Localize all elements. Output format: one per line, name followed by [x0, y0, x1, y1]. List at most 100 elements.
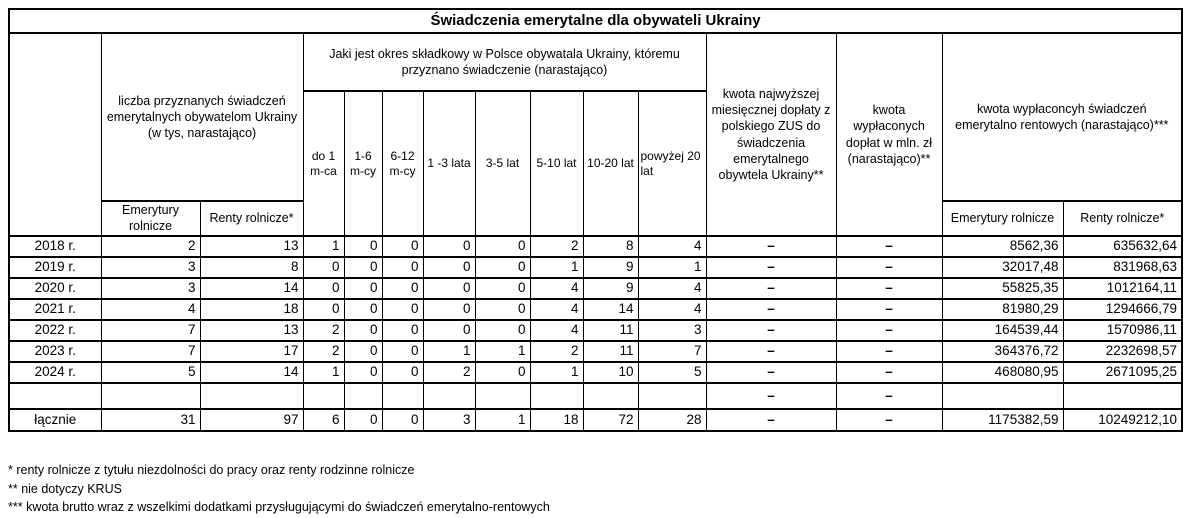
row-label	[8, 382, 102, 411]
value-cell: 0	[422, 256, 476, 280]
value-cell: 0	[343, 340, 383, 364]
value-cell	[199, 382, 304, 411]
value-cell	[582, 382, 639, 411]
header-period-1-6-mcy: 1-6 m-cy	[343, 89, 383, 238]
value-cell: 0	[422, 277, 476, 301]
table-row: 2021 r. 4 18 0 0 0 0 0 4 14 4– –81980,29 1294666,79	[8, 298, 1183, 322]
dash-cell: –	[705, 319, 837, 343]
table-body: 2018 r. 2 13 1 0 0 0 0 2 8 4– –8562,36 635632,64 2019…	[8, 235, 1183, 433]
subheader-renty-rolnicze-left: Renty rolnicze*	[199, 199, 304, 238]
value-cell: 8	[199, 256, 304, 280]
header-row-2: do 1 m-ca 1-6 m-cy 6-12 m-cy 1 -3 lata 3…	[9, 89, 1182, 238]
value-cell	[941, 382, 1064, 411]
value-cell: 28	[637, 408, 707, 433]
value-cell: 635632,64	[1062, 235, 1183, 259]
value-cell: 8562,36	[941, 235, 1064, 259]
value-cell: 0	[381, 408, 424, 433]
row-label: 2024 r.	[8, 361, 102, 385]
value-cell: 18	[199, 298, 304, 322]
value-cell: 6	[302, 408, 345, 433]
dash-cell: –	[835, 408, 943, 433]
value-cell: 13	[199, 235, 304, 259]
subheader-renty-rolnicze-right: Renty rolnicze*	[1062, 199, 1183, 238]
table-row: – –	[8, 382, 1183, 411]
row-label: łącznie	[8, 408, 102, 433]
table-row: 2018 r. 2 13 1 0 0 0 0 2 8 4– –8562,36 635632,64	[8, 235, 1183, 259]
table-row: 2024 r. 5 14 1 0 0 2 0 1 10 5– –468080,95 2671095,25	[8, 361, 1183, 385]
value-cell: 0	[343, 361, 383, 385]
value-cell: 164539,44	[941, 319, 1064, 343]
dash-cell: –	[705, 298, 837, 322]
value-cell: 4	[100, 298, 201, 322]
value-cell: 0	[343, 298, 383, 322]
value-cell	[637, 382, 707, 411]
value-cell: 0	[381, 361, 424, 385]
value-cell: 4	[637, 235, 707, 259]
value-cell: 3	[637, 319, 707, 343]
value-cell: 0	[422, 235, 476, 259]
subheader-emerytury-rolnicze-left: Emerytury rolnicze	[100, 199, 201, 238]
value-cell	[302, 382, 345, 411]
row-label: 2019 r.	[8, 256, 102, 280]
row-label: 2020 r.	[8, 277, 102, 301]
dash-cell: –	[705, 340, 837, 364]
value-cell: 364376,72	[941, 340, 1064, 364]
value-cell: 831968,63	[1062, 256, 1183, 280]
value-cell: 3	[100, 256, 201, 280]
value-cell: 0	[343, 277, 383, 301]
row-label: 2022 r.	[8, 319, 102, 343]
header-period-3-5-lat: 3-5 lat	[474, 89, 531, 238]
dash-cell: –	[835, 235, 943, 259]
header-row-3: Emerytury rolnicze Renty rolnicze* Emery…	[9, 199, 1183, 238]
header-row-1: liczba przyznanych świadczeń emerytalnyc…	[8, 31, 1183, 238]
value-cell: 18	[529, 408, 584, 433]
value-cell	[343, 382, 383, 411]
dash-cell: –	[705, 361, 837, 385]
dash-cell: –	[835, 277, 943, 301]
value-cell: 0	[381, 298, 424, 322]
table-row: 2020 r. 3 14 0 0 0 0 0 4 9 4– –55825,35 1012164,11	[8, 277, 1183, 301]
value-cell: 0	[302, 298, 345, 322]
value-cell: 9	[582, 256, 639, 280]
header-kwota-wyplaconych-doplat: kwota wypłaconych dopłat w mln. zł (nara…	[835, 31, 943, 238]
value-cell	[422, 382, 476, 411]
value-cell: 0	[474, 361, 531, 385]
value-cell: 1	[474, 340, 531, 364]
value-cell: 5	[637, 361, 707, 385]
value-cell: 0	[422, 298, 476, 322]
dash-cell: –	[835, 382, 943, 411]
value-cell: 5	[100, 361, 201, 385]
dash-cell: –	[835, 298, 943, 322]
value-cell: 0	[343, 319, 383, 343]
value-cell: 0	[343, 235, 383, 259]
dash-cell: –	[835, 361, 943, 385]
value-cell: 1	[474, 408, 531, 433]
value-cell: 4	[637, 298, 707, 322]
value-cell: 32017,48	[941, 256, 1064, 280]
corner-cell	[8, 31, 102, 238]
value-cell: 7	[637, 340, 707, 364]
header-period-10-20-lat: 10-20 lat	[582, 89, 639, 238]
footnote-kwota-brutto: *** kwota brutto wraz z wszelkimi dodatk…	[8, 500, 550, 514]
value-cell: 0	[381, 340, 424, 364]
dash-cell: –	[835, 340, 943, 364]
value-cell	[381, 382, 424, 411]
value-cell: 8	[582, 235, 639, 259]
value-cell: 0	[381, 319, 424, 343]
dash-cell: –	[705, 382, 837, 411]
value-cell: 97	[199, 408, 304, 433]
value-cell: 0	[381, 235, 424, 259]
value-cell: 4	[529, 298, 584, 322]
table-title: Świadczenia emerytalne dla obywateli Ukr…	[8, 8, 1183, 34]
table-row: 2019 r. 3 8 0 0 0 0 0 1 9 1– –32017,48 831968,63	[8, 256, 1183, 280]
dash-cell: –	[705, 408, 837, 433]
value-cell: 7	[100, 340, 201, 364]
value-cell: 13	[199, 319, 304, 343]
value-cell: 11	[582, 319, 639, 343]
value-cell: 1294666,79	[1062, 298, 1183, 322]
value-cell: 2	[100, 235, 201, 259]
value-cell: 1	[302, 235, 345, 259]
value-cell: 0	[381, 256, 424, 280]
value-cell: 2	[302, 340, 345, 364]
value-cell: 0	[474, 298, 531, 322]
